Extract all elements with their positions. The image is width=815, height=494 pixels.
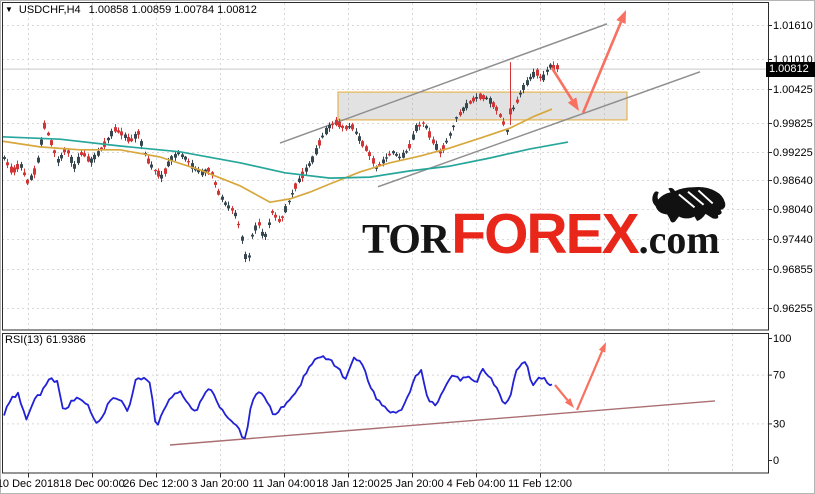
price-axis-label: 0.98040 [773, 204, 813, 216]
time-axis-label: 18 Dec 00:00 [59, 478, 124, 490]
price-axis-label: 0.96255 [773, 303, 813, 315]
time-axis-label: 10 Dec 2018 [0, 478, 59, 490]
rsi-axis-label: 0 [773, 455, 779, 467]
watermark-forex-text: FOREX [451, 202, 639, 266]
time-axis-label: 26 Dec 12:00 [123, 478, 188, 490]
rsi-indicator-label: RSI(13) 61.9386 [5, 334, 86, 346]
price-axis[interactable]: 1.016101.010101.004250.998250.992250.986… [768, 20, 813, 315]
torforex-watermark: TOR FOREX .com [362, 201, 720, 267]
rsi-trendline [169, 400, 716, 446]
rsi-panel-surface[interactable] [2, 333, 769, 474]
current-price-tag: 1.00812 [766, 62, 815, 77]
rsi-axis-label: 70 [773, 370, 785, 382]
bull-icon [652, 186, 726, 223]
price-forecast-arrows [550, 10, 626, 114]
symbol-dropdown-icon[interactable]: ▼ [5, 5, 13, 14]
rsi-line [3, 355, 553, 440]
candles [3, 61, 559, 263]
time-axis-label: 25 Jan 20:00 [380, 478, 444, 490]
price-axis-label: 1.00425 [773, 84, 813, 96]
time-axis-label: 11 Feb 12:00 [508, 478, 572, 490]
price-axis-label: 1.01610 [773, 20, 813, 32]
price-axis-label: 0.96855 [773, 264, 813, 276]
watermark-com-text: .com [638, 217, 720, 262]
price-axis-label: 0.99225 [773, 147, 813, 159]
watermark-tor-text: TOR [362, 217, 450, 263]
time-axis-label: 18 Jan 12:00 [316, 478, 380, 490]
price-axis-label: 0.98640 [773, 175, 813, 187]
rsi-forecast-arrows [554, 342, 606, 411]
grid-lines [2, 3, 768, 472]
price-axis-label: 0.97440 [773, 234, 813, 246]
chart-title-bar: ▼ USDCHF,H4 1.00858 1.00859 1.00784 1.00… [5, 4, 257, 16]
price-panel-surface[interactable] [2, 2, 769, 331]
ma-slow-teal [1, 135, 569, 179]
time-axis-label: 4 Feb 04:00 [447, 478, 506, 490]
chart-symbol-title: USDCHF,H4 [18, 4, 81, 16]
time-axis-label: 11 Jan 04:00 [253, 478, 316, 490]
ma-fast-orange [1, 108, 553, 204]
moving-averages [1, 108, 569, 204]
time-axis-label: 3 Jan 20:00 [191, 478, 249, 490]
price-axis-label: 0.99825 [773, 118, 813, 130]
rsi-axis-label: 100 [773, 333, 791, 345]
rsi-axis[interactable]: 100 70 30 0 [768, 333, 791, 467]
chart-ohlc-quote: 1.00858 1.00859 1.00784 1.00812 [88, 4, 257, 16]
rsi-axis-label: 30 [773, 418, 785, 430]
